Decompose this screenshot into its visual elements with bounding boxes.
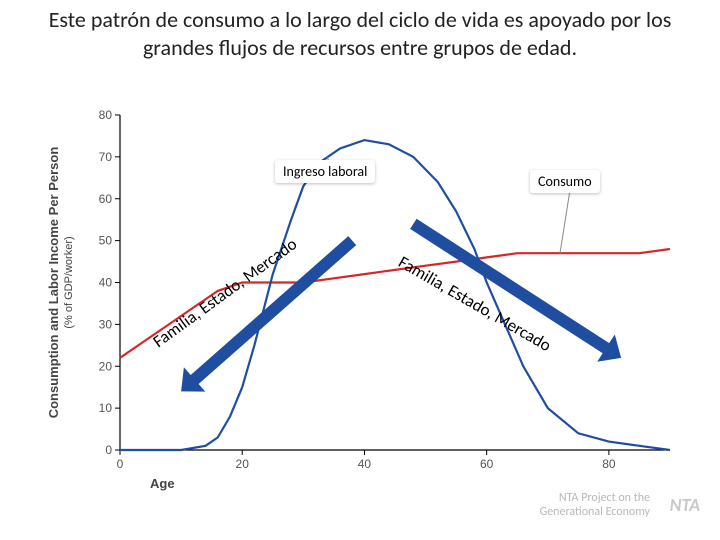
svg-text:80: 80 — [99, 108, 113, 122]
svg-text:10: 10 — [99, 401, 113, 415]
slide-title: Este patrón de consumo a lo largo del ci… — [40, 6, 680, 61]
svg-text:40: 40 — [99, 276, 113, 290]
label-ingreso: Ingreso laboral — [275, 160, 375, 183]
svg-text:60: 60 — [99, 192, 113, 206]
svg-text:Age: Age — [150, 476, 175, 491]
svg-text:0: 0 — [105, 443, 112, 457]
svg-text:20: 20 — [236, 457, 250, 471]
svg-text:80: 80 — [602, 457, 616, 471]
svg-text:40: 40 — [358, 457, 372, 471]
nta-logo: NTA — [670, 494, 700, 516]
footer-text: NTA Project on the Generational Economy — [540, 492, 650, 520]
svg-text:50: 50 — [99, 234, 113, 248]
footer-line2: Generational Economy — [540, 505, 650, 519]
svg-text:Consumption and Labor Income P: Consumption and Labor Income Per Person(… — [46, 147, 75, 419]
footer-line1: NTA Project on the — [559, 491, 650, 505]
lifecycle-chart: 0 10 20 30 40 50 60 70 80 0 20 40 60 80 Age Consumption… — [30, 95, 690, 515]
svg-text:20: 20 — [99, 359, 113, 373]
svg-text:0: 0 — [117, 457, 124, 471]
label-consumo: Consumo — [530, 170, 600, 193]
svg-text:30: 30 — [99, 317, 113, 331]
svg-text:60: 60 — [480, 457, 494, 471]
svg-text:70: 70 — [99, 150, 113, 164]
chart-container: 0 10 20 30 40 50 60 70 80 0 20 40 60 80 Age Consumption… — [30, 95, 690, 515]
